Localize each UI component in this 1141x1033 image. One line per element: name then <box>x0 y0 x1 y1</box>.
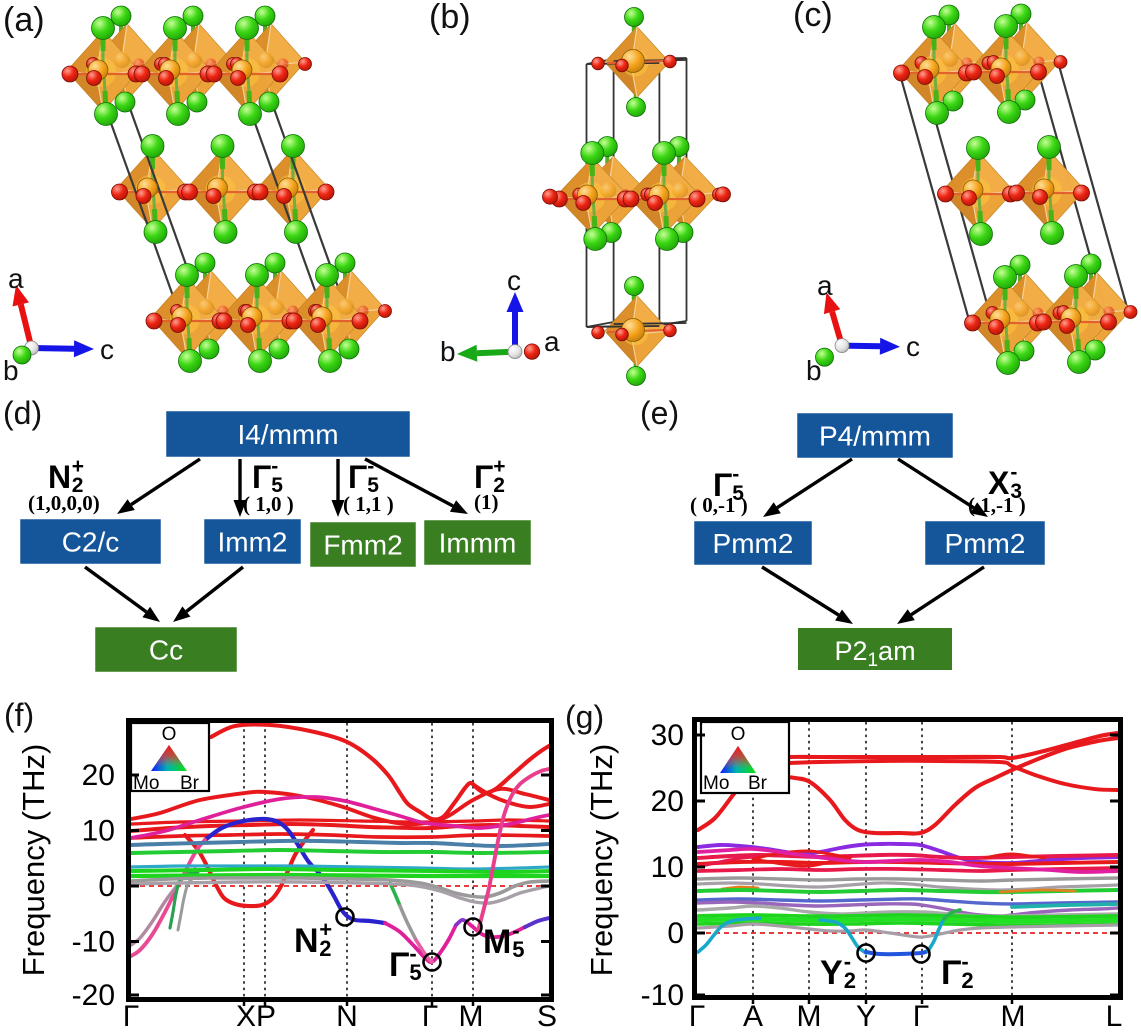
svg-text:Mo: Mo <box>133 773 159 794</box>
svg-text:Imm2: Imm2 <box>218 526 288 557</box>
svg-text:Br: Br <box>748 773 768 794</box>
svg-text:I4/mmm: I4/mmm <box>237 419 338 450</box>
svg-text:L: L <box>1106 1000 1123 1033</box>
svg-text:Frequency (THz): Frequency (THz) <box>584 744 619 977</box>
svg-text:P4/mmm: P4/mmm <box>819 420 931 451</box>
svg-text:XP: XP <box>236 1000 276 1033</box>
svg-text:Cc: Cc <box>149 634 183 665</box>
svg-text:c: c <box>100 334 114 365</box>
svg-text:2: 2 <box>493 474 505 497</box>
svg-text:a: a <box>817 270 833 301</box>
svg-text:-: - <box>367 455 374 478</box>
svg-text:(d): (d) <box>3 395 42 431</box>
svg-text:c: c <box>507 265 521 296</box>
svg-text:-: - <box>844 949 851 974</box>
svg-text:Γ: Γ <box>913 1000 930 1033</box>
svg-text:Mo: Mo <box>703 773 729 794</box>
svg-text:b: b <box>3 355 19 386</box>
svg-text:2: 2 <box>72 474 84 497</box>
svg-text:-: - <box>732 463 739 486</box>
svg-text:M: M <box>459 1000 484 1033</box>
svg-text:(b): (b) <box>429 0 471 36</box>
svg-text:5: 5 <box>409 960 421 985</box>
svg-text:Γ: Γ <box>474 459 493 495</box>
svg-text:-: - <box>1010 461 1017 484</box>
svg-text:10: 10 <box>82 815 115 848</box>
svg-text:Γ: Γ <box>713 467 732 503</box>
svg-text:10: 10 <box>651 851 684 884</box>
svg-text:5: 5 <box>367 474 379 497</box>
svg-text:Pmm2: Pmm2 <box>713 528 794 559</box>
svg-text:Y: Y <box>820 954 843 992</box>
svg-text:+: + <box>72 455 84 478</box>
svg-text:Γ: Γ <box>123 1000 140 1033</box>
svg-text:Γ: Γ <box>252 459 271 495</box>
svg-text:Γ: Γ <box>941 954 961 992</box>
svg-text:-20: -20 <box>72 979 115 1012</box>
svg-text:-: - <box>409 941 416 966</box>
svg-text:S: S <box>537 1000 557 1033</box>
svg-text:0: 0 <box>667 917 684 950</box>
svg-text:Pmm2: Pmm2 <box>945 528 1026 559</box>
svg-text:Y: Y <box>856 1000 876 1033</box>
svg-text:30: 30 <box>651 719 684 752</box>
svg-text:(c): (c) <box>793 0 833 34</box>
svg-text:-10: -10 <box>641 979 684 1012</box>
svg-text:-10: -10 <box>72 926 115 959</box>
svg-text:N: N <box>294 922 319 960</box>
svg-text:(1): (1) <box>474 490 499 514</box>
svg-text:( 1,0 ): ( 1,0 ) <box>243 492 294 516</box>
svg-text:5: 5 <box>271 474 283 497</box>
svg-text:a: a <box>544 326 560 357</box>
svg-text:(a): (a) <box>3 1 45 39</box>
svg-text:(1,0,0,0): (1,0,0,0) <box>28 491 100 515</box>
svg-text:2: 2 <box>319 936 331 961</box>
svg-text:Γ: Γ <box>689 1000 706 1033</box>
svg-text:(f): (f) <box>4 697 34 733</box>
svg-text:Br: Br <box>180 773 200 794</box>
svg-text:3: 3 <box>1010 480 1022 503</box>
svg-text:c: c <box>906 331 920 362</box>
svg-text:M: M <box>1001 1000 1026 1033</box>
svg-text:N: N <box>48 459 71 495</box>
svg-text:a: a <box>8 263 24 294</box>
svg-text:+: + <box>319 917 332 942</box>
svg-text:Γ: Γ <box>389 946 409 984</box>
svg-text:20: 20 <box>82 759 115 792</box>
svg-text:N: N <box>336 1000 358 1033</box>
svg-text:A: A <box>743 1000 763 1033</box>
svg-text:5: 5 <box>732 482 744 505</box>
svg-text:(g): (g) <box>565 699 604 735</box>
svg-text:M: M <box>797 1000 822 1033</box>
svg-text:b: b <box>440 336 456 367</box>
svg-text:O: O <box>162 724 177 745</box>
svg-text:X: X <box>988 465 1010 501</box>
svg-text:Frequency (THz): Frequency (THz) <box>16 744 51 977</box>
svg-text:Fmm2: Fmm2 <box>323 529 402 560</box>
svg-text:2: 2 <box>844 968 856 993</box>
svg-text:Γ: Γ <box>422 1000 439 1033</box>
svg-text:+: + <box>493 455 505 478</box>
svg-text:M: M <box>483 923 511 961</box>
svg-text:( 1,-1 ): ( 1,-1 ) <box>968 493 1026 517</box>
svg-text:O: O <box>731 724 746 745</box>
svg-text:2: 2 <box>961 968 973 993</box>
svg-text:-: - <box>271 455 278 478</box>
svg-text:Immm: Immm <box>439 527 517 558</box>
svg-text:( 0,-1 ): ( 0,-1 ) <box>690 493 748 517</box>
svg-text:Γ: Γ <box>348 459 367 495</box>
svg-text:20: 20 <box>651 785 684 818</box>
svg-text:0: 0 <box>98 870 115 903</box>
svg-text:b: b <box>806 355 822 386</box>
svg-text:-: - <box>512 918 519 943</box>
svg-text:-: - <box>961 949 968 974</box>
svg-text:5: 5 <box>512 937 524 962</box>
svg-text:(e): (e) <box>640 395 679 431</box>
svg-text:C2/c: C2/c <box>62 526 120 557</box>
svg-text:( 1,1 ): ( 1,1 ) <box>343 492 394 516</box>
